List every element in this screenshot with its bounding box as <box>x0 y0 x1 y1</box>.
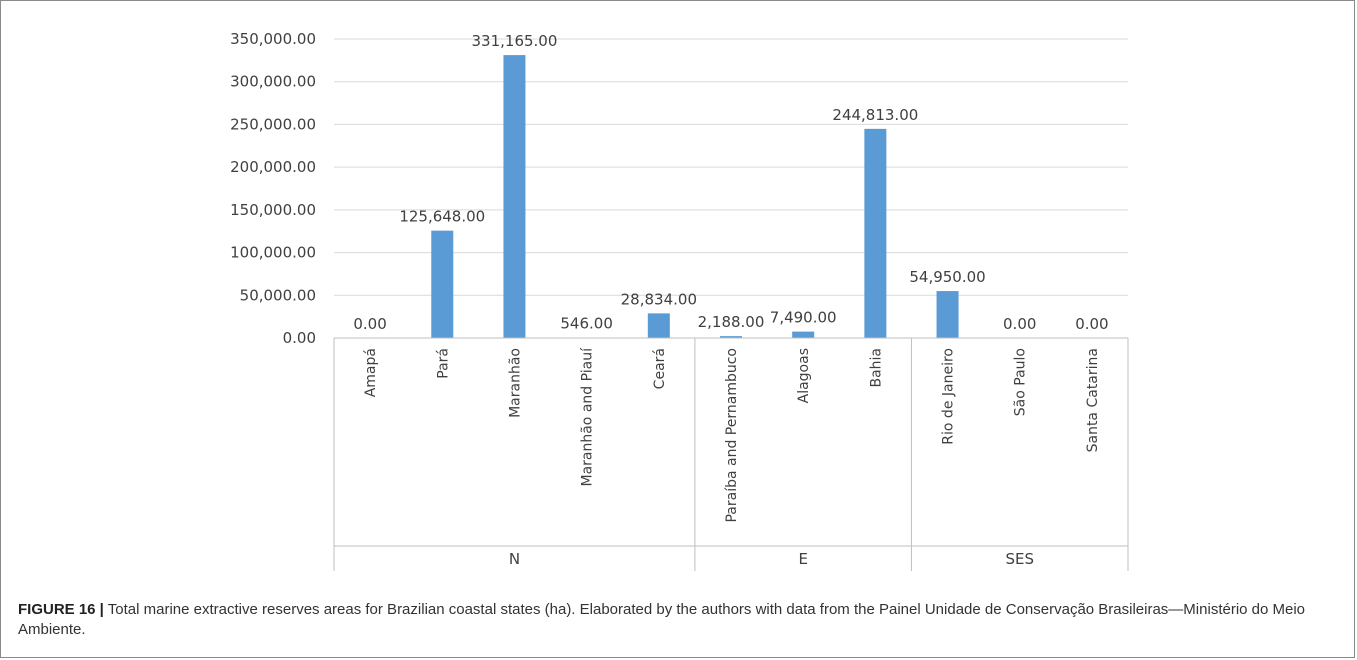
category-label: Ceará <box>652 348 668 389</box>
data-label: 7,490.00 <box>770 309 837 327</box>
y-tick-label: 300,000.00 <box>230 73 316 91</box>
bar <box>792 331 815 338</box>
figure-caption: FIGURE 16 | Total marine extractive rese… <box>18 600 1338 640</box>
data-label: 0.00 <box>1075 315 1108 333</box>
data-label: 244,813.00 <box>832 106 918 124</box>
category-label: Amapá <box>363 348 379 397</box>
group-label: E <box>798 550 807 568</box>
category-label: Alagoas <box>796 348 812 403</box>
category-label: São Paulo <box>1013 348 1029 416</box>
caption-label: FIGURE 16 | <box>18 601 104 618</box>
y-tick-label: 100,000.00 <box>230 244 316 262</box>
y-axis-ticks: 0.00 50,000.00 100,000.00 150,000.00 200,000… <box>230 30 316 347</box>
bars <box>431 55 959 338</box>
category-labels: Amapá Pará Maranhão Maranhão and Piauí Ceará… <box>363 347 1101 523</box>
data-label: 2,188.00 <box>698 313 765 331</box>
bar <box>864 128 887 338</box>
y-tick-label: 150,000.00 <box>230 201 316 219</box>
category-label: Santa Catarina <box>1085 348 1101 452</box>
bar <box>647 313 670 338</box>
y-tick-label: 350,000.00 <box>230 30 316 48</box>
bar <box>503 55 526 338</box>
bar <box>720 336 742 338</box>
x-axis <box>333 337 1129 571</box>
data-labels: 0.00125,648.00331,165.00546.0028,834.002… <box>353 32 1108 333</box>
caption-text: Total marine extractive reserves areas f… <box>18 601 1306 638</box>
data-label: 546.00 <box>560 315 613 333</box>
data-label: 54,950.00 <box>909 268 985 286</box>
y-tick-label: 50,000.00 <box>240 286 316 304</box>
data-label: 28,834.00 <box>621 290 697 308</box>
gridlines <box>334 38 1128 296</box>
group-labels: N E SES <box>509 550 1034 568</box>
data-label: 125,648.00 <box>399 208 485 226</box>
bar <box>936 291 959 338</box>
y-tick-label: 250,000.00 <box>230 115 316 133</box>
y-tick-label: 200,000.00 <box>230 158 316 176</box>
data-label: 0.00 <box>1003 315 1036 333</box>
category-label: Maranhão and Piauí <box>580 347 596 487</box>
category-label: Paraíba and Pernambuco <box>724 348 740 523</box>
bar <box>431 230 454 338</box>
category-label: Rio de Janeiro <box>941 348 957 445</box>
category-label: Maranhão <box>507 348 523 418</box>
data-label: 331,165.00 <box>472 32 558 50</box>
category-label: Bahia <box>868 348 884 388</box>
group-label: SES <box>1005 550 1034 568</box>
data-label: 0.00 <box>353 315 386 333</box>
y-tick-label: 0.00 <box>283 329 316 347</box>
bar-chart: 0.00 50,000.00 100,000.00 150,000.00 200,000… <box>230 30 1129 571</box>
category-label: Pará <box>435 348 451 379</box>
group-label: N <box>509 550 520 568</box>
